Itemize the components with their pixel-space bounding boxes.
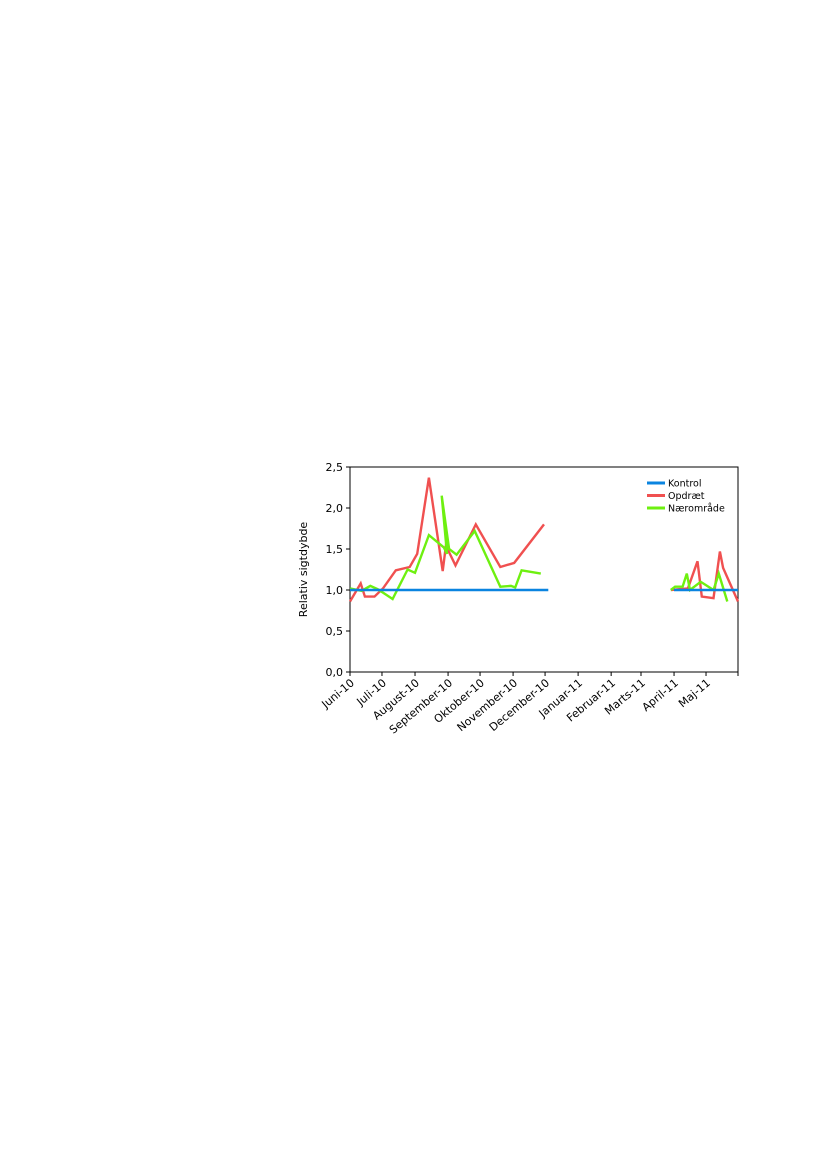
y-tick-label: 1,5 [326, 543, 344, 556]
plot-area [348, 466, 740, 673]
legend-label: Opdræt [668, 491, 705, 502]
plot-frame [349, 466, 739, 673]
y-tick-label: 0,5 [326, 625, 344, 638]
series-line-nærområde [349, 495, 542, 601]
series-layer [348, 477, 740, 603]
y-tick-label: 2,0 [326, 502, 344, 515]
y-tick-label: 1,0 [326, 584, 344, 597]
x-tick-label: April-11 [640, 676, 681, 714]
series-line-opdræt [348, 477, 545, 603]
legend-label: Nærområde [668, 504, 725, 515]
y-tick-label: 2,5 [326, 461, 344, 474]
x-tick-label: Juni-10 [319, 676, 357, 711]
series-line-nærområde [670, 569, 729, 602]
series-line-opdræt [670, 551, 740, 602]
x-tick-label: Maj-11 [676, 676, 713, 710]
x-axis: Juni-10Juli-10August-10September-10Oktob… [319, 672, 739, 736]
y-axis-title: Relativ sigtdybde [297, 522, 310, 618]
legend-label: Kontrol [668, 479, 701, 490]
y-axis: 0,0 0,5 1,0 1,5 2,0 2,5 [326, 461, 350, 679]
y-tick-label: 0,0 [326, 666, 344, 679]
